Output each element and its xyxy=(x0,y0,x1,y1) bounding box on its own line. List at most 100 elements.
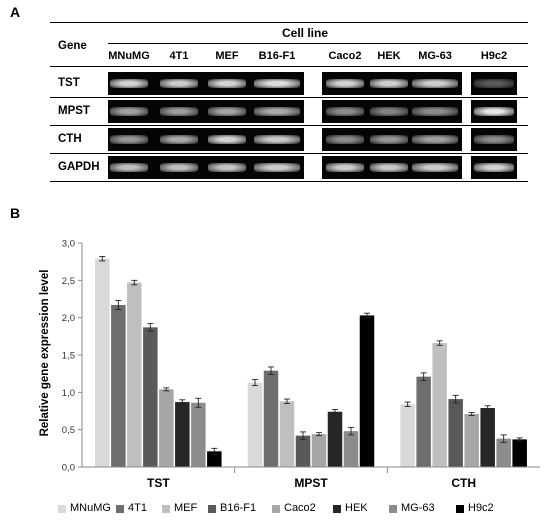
bar-mnumg-tst xyxy=(95,258,110,467)
chart-legend: MNuMG 4T1 MEF B16-F1 Caco2 HEK MG-63 H9c2 xyxy=(58,500,548,518)
gel-band xyxy=(208,135,246,144)
legend-label: HEK xyxy=(345,502,368,514)
cell-line-header-1: 4T1 xyxy=(169,50,189,62)
bar-h9c2-mpst xyxy=(359,315,375,467)
gel-band xyxy=(208,107,246,116)
x-category-label: MPST xyxy=(294,476,328,490)
gel-band xyxy=(208,163,246,172)
gel-band xyxy=(326,135,364,144)
panel-b-letter: B xyxy=(10,205,21,221)
gel-band xyxy=(160,163,198,172)
bar-b16-f1-mpst xyxy=(295,435,311,467)
gel-band xyxy=(208,79,246,88)
y-axis-label: Relative gene expression level xyxy=(39,270,51,437)
gel-band xyxy=(160,79,198,88)
bar-mnumg-mpst xyxy=(247,382,263,467)
cell-line-header-0: MNuMG xyxy=(108,50,150,62)
cell-line-header-5: HEK xyxy=(377,50,401,62)
legend-swatch xyxy=(58,505,66,513)
y-tick-label: 2,0 xyxy=(62,313,75,324)
gel-band xyxy=(326,163,364,172)
gel-band xyxy=(254,163,300,172)
gel-band xyxy=(412,79,458,88)
expression-bar-chart: Relative gene expression level 0,0 0,5 1,0… xyxy=(39,239,540,490)
header-bottom-rule xyxy=(50,66,528,67)
gel-band xyxy=(254,79,300,88)
cell-line-header-7: H9c2 xyxy=(480,50,508,62)
gel-band xyxy=(254,107,300,116)
row-rule xyxy=(50,153,528,154)
gel-band xyxy=(474,163,514,172)
gel-band xyxy=(412,135,458,144)
bar-caco2-tst xyxy=(159,389,174,467)
gel-image xyxy=(108,72,304,95)
gel-image xyxy=(108,156,304,179)
bar-hek-cth xyxy=(480,408,495,467)
bar-mg-63-cth xyxy=(496,438,511,467)
gene-label-tst: TST xyxy=(58,77,80,89)
y-tick-label: 3,0 xyxy=(62,239,75,250)
bar-mnumg-cth xyxy=(400,404,415,467)
gel-band xyxy=(110,79,148,88)
row-rule xyxy=(50,181,528,182)
gel-band xyxy=(160,107,198,116)
bar-hek-mpst xyxy=(327,411,343,467)
gene-header: Gene xyxy=(58,40,87,52)
row-rule xyxy=(50,97,528,98)
legend-label: MG-63 xyxy=(401,502,435,514)
gel-image xyxy=(108,100,304,123)
cell-line-header-6: MG-63 xyxy=(418,50,452,62)
gel-band xyxy=(370,135,408,144)
gel-band xyxy=(110,107,148,116)
y-tick-label: 0,5 xyxy=(62,425,75,436)
legend-label: 4T1 xyxy=(128,502,147,514)
gel-band xyxy=(474,79,514,88)
bar-mef-tst xyxy=(127,282,142,467)
legend-swatch xyxy=(333,505,341,513)
gel-band xyxy=(370,79,408,88)
y-tick-label: 2,5 xyxy=(62,276,75,287)
legend-swatch xyxy=(116,505,124,513)
bar-mg-63-mpst xyxy=(343,431,359,467)
legend-swatch xyxy=(208,505,216,513)
gel-band xyxy=(474,135,514,144)
cell-line-header: Cell line xyxy=(281,26,328,40)
bar-mef-cth xyxy=(432,343,447,467)
gel-band xyxy=(110,135,148,144)
legend-label: Caco2 xyxy=(284,502,316,514)
bar-caco2-cth xyxy=(464,413,479,467)
table-top-rule xyxy=(50,22,528,23)
bar-b16-f1-tst xyxy=(143,327,158,467)
x-category-label: TST xyxy=(147,476,170,490)
bar-4t1-mpst xyxy=(263,370,279,467)
legend-label: B16-F1 xyxy=(220,502,257,514)
gel-band xyxy=(326,79,364,88)
legend-label: MEF xyxy=(174,502,198,514)
gel-image xyxy=(108,128,304,151)
bar-h9c2-cth xyxy=(512,439,527,467)
bar-4t1-cth xyxy=(416,376,431,467)
gel-band xyxy=(326,107,364,116)
bar-mg-63-tst xyxy=(191,402,206,467)
gel-band xyxy=(370,107,408,116)
legend-swatch xyxy=(272,505,280,513)
gel-band xyxy=(110,163,148,172)
legend-swatch xyxy=(389,505,397,513)
gel-band xyxy=(254,135,300,144)
legend-swatch xyxy=(162,505,170,513)
gene-label-gapdh: GAPDH xyxy=(58,161,100,173)
row-rule xyxy=(50,125,528,126)
y-tick-label: 1,0 xyxy=(62,388,75,399)
gel-band xyxy=(412,163,458,172)
legend-label: H9c2 xyxy=(468,502,494,514)
cell-line-header-2: MEF xyxy=(215,50,239,62)
header-mid-rule xyxy=(108,43,528,44)
bar-mef-mpst xyxy=(279,401,295,467)
gel-band xyxy=(412,107,458,116)
cell-line-header-4: Caco2 xyxy=(328,50,362,62)
bar-caco2-mpst xyxy=(311,434,327,467)
bar-4t1-tst xyxy=(111,304,126,467)
legend-label: MNuMG xyxy=(70,502,111,514)
gel-band xyxy=(474,107,514,116)
cell-line-header-3: B16-F1 xyxy=(258,50,296,62)
